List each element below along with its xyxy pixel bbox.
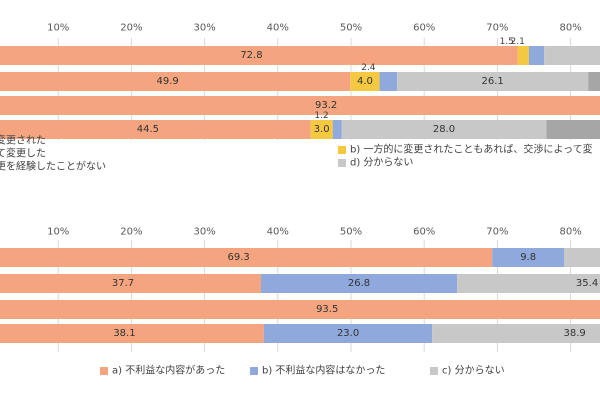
bar-segment	[0, 300, 600, 319]
legend-label: 変更された	[0, 134, 46, 147]
bar-segment	[260, 274, 458, 293]
data-label: 2.4	[361, 63, 376, 73]
x-tick-label: 40%	[267, 227, 289, 238]
legend-label: b) 一方的に変更されたこともあれば、交渉によって変	[350, 143, 593, 156]
bar-segment	[341, 120, 547, 139]
data-label: 37.7	[112, 278, 134, 289]
data-label: 1.5	[500, 37, 514, 47]
bar-segment	[0, 46, 518, 65]
bar-segment	[263, 324, 433, 343]
legend-swatch	[250, 367, 258, 375]
bar-segment	[350, 72, 380, 91]
bar-segment	[492, 248, 565, 267]
bar-segment	[0, 248, 493, 267]
bar-segment	[528, 46, 545, 65]
bar-segment	[310, 120, 333, 139]
bar-segment	[588, 72, 600, 91]
bar-segment	[0, 274, 261, 293]
bar-segment	[457, 274, 600, 293]
data-label: 28.0	[433, 124, 455, 135]
bar-segment	[0, 324, 264, 343]
data-label: 26.8	[348, 278, 370, 289]
x-tick-label: 60%	[413, 23, 435, 34]
x-tick-label: 70%	[486, 23, 508, 34]
legend-label: d) 分からない	[350, 157, 413, 169]
bar-segment	[0, 72, 351, 91]
data-label: 4.0	[357, 76, 373, 87]
bar-segment	[517, 46, 529, 65]
data-label: 26.1	[482, 76, 504, 87]
data-label: 38.1	[113, 328, 135, 339]
data-label: 9.8	[520, 252, 536, 263]
legend-swatch	[338, 159, 346, 167]
data-label: 72.8	[240, 50, 262, 61]
legend-swatch	[430, 367, 438, 375]
data-label: 93.5	[316, 304, 338, 315]
x-tick-label: 80%	[559, 23, 581, 34]
bar-segment	[432, 324, 600, 343]
data-label: 93.2	[315, 100, 337, 111]
bar-segment	[379, 72, 398, 91]
x-tick-label: 60%	[413, 227, 435, 238]
x-tick-label: 20%	[120, 23, 142, 34]
bar-segment	[564, 248, 600, 267]
data-label: 44.5	[137, 124, 159, 135]
bar-segment	[332, 120, 342, 139]
bar-segment	[397, 72, 589, 91]
legend-label: b) 不利益な内容はなかった	[262, 364, 385, 377]
x-tick-label: 30%	[193, 227, 215, 238]
data-label: 1.2	[314, 111, 328, 121]
legend-label: て変更した	[0, 147, 46, 160]
data-label: 69.3	[228, 252, 250, 263]
legend-label: 更を経験したことがない	[0, 160, 106, 173]
x-tick-label: 70%	[486, 227, 508, 238]
x-tick-label: 40%	[267, 23, 289, 34]
data-label: 3.0	[314, 124, 330, 135]
legend-swatch	[338, 146, 346, 154]
x-tick-label: 50%	[340, 227, 362, 238]
bar-segment	[0, 96, 600, 115]
x-tick-label: 30%	[193, 23, 215, 34]
data-label: 2.1	[511, 37, 525, 47]
x-tick-label: 20%	[120, 227, 142, 238]
data-label: 38.9	[563, 328, 585, 339]
bar-segment	[546, 120, 600, 139]
x-tick-label: 50%	[340, 23, 362, 34]
data-label: 35.4	[576, 278, 598, 289]
legend-label: c) 分からない	[442, 365, 505, 377]
x-tick-label: 10%	[47, 227, 69, 238]
legend-swatch	[100, 367, 108, 375]
bar-segment	[544, 46, 600, 65]
bar-segment	[0, 120, 311, 139]
data-label: 23.0	[337, 328, 359, 339]
x-tick-label: 10%	[47, 23, 69, 34]
legend-label: a) 不利益な内容があった	[112, 364, 225, 377]
data-label: 49.9	[157, 76, 179, 87]
x-tick-label: 80%	[559, 227, 581, 238]
